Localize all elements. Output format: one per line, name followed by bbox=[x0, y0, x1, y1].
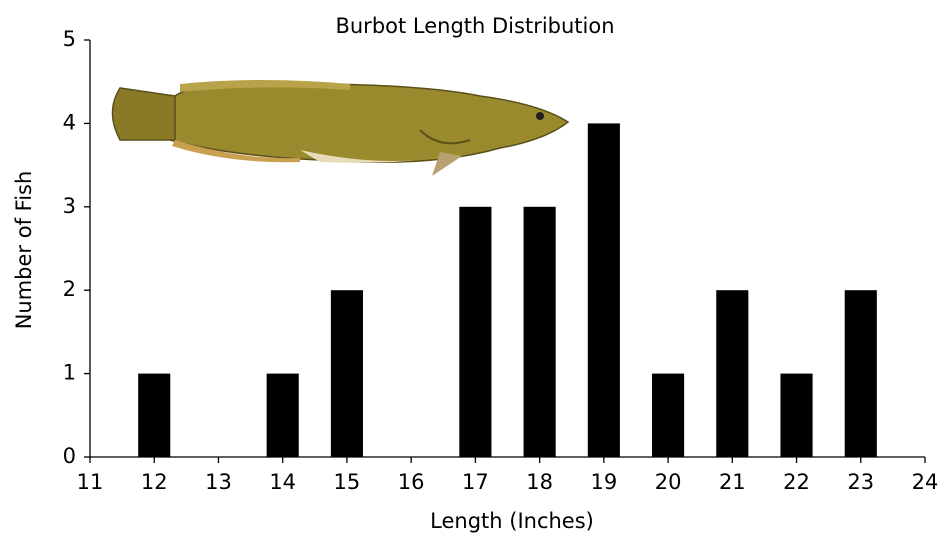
bar bbox=[652, 373, 685, 457]
x-tick-label: 12 bbox=[141, 470, 168, 494]
bar bbox=[716, 290, 749, 457]
x-tick-label: 17 bbox=[462, 470, 489, 494]
x-tick-label: 11 bbox=[77, 470, 104, 494]
bar bbox=[780, 373, 813, 457]
x-tick-label: 14 bbox=[269, 470, 296, 494]
x-tick-label: 24 bbox=[912, 470, 939, 494]
y-axis-label: Number of Fish bbox=[12, 171, 36, 330]
bar bbox=[330, 290, 363, 457]
y-tick-label: 2 bbox=[63, 277, 76, 301]
x-tick-label: 23 bbox=[847, 470, 874, 494]
x-tick-label: 22 bbox=[783, 470, 810, 494]
x-tick-label: 16 bbox=[398, 470, 425, 494]
x-tick-label: 18 bbox=[526, 470, 553, 494]
x-axis-label: Length (Inches) bbox=[430, 509, 594, 533]
bar bbox=[138, 373, 171, 457]
y-tick-label: 3 bbox=[63, 194, 76, 218]
x-tick-label: 19 bbox=[590, 470, 617, 494]
bar bbox=[266, 373, 299, 457]
y-tick-label: 1 bbox=[63, 361, 76, 385]
x-tick-label: 21 bbox=[719, 470, 746, 494]
fish-illustration bbox=[111, 80, 570, 176]
bar bbox=[523, 206, 556, 457]
chart-title: Burbot Length Distribution bbox=[335, 14, 614, 38]
y-tick-label: 5 bbox=[63, 27, 76, 51]
x-tick-label: 13 bbox=[205, 470, 232, 494]
x-tick-label: 20 bbox=[655, 470, 682, 494]
y-tick-label: 4 bbox=[63, 110, 76, 134]
x-tick-label: 15 bbox=[334, 470, 361, 494]
bar bbox=[459, 206, 492, 457]
y-tick-label: 0 bbox=[63, 444, 76, 468]
bar bbox=[844, 290, 877, 457]
bar bbox=[587, 123, 620, 458]
